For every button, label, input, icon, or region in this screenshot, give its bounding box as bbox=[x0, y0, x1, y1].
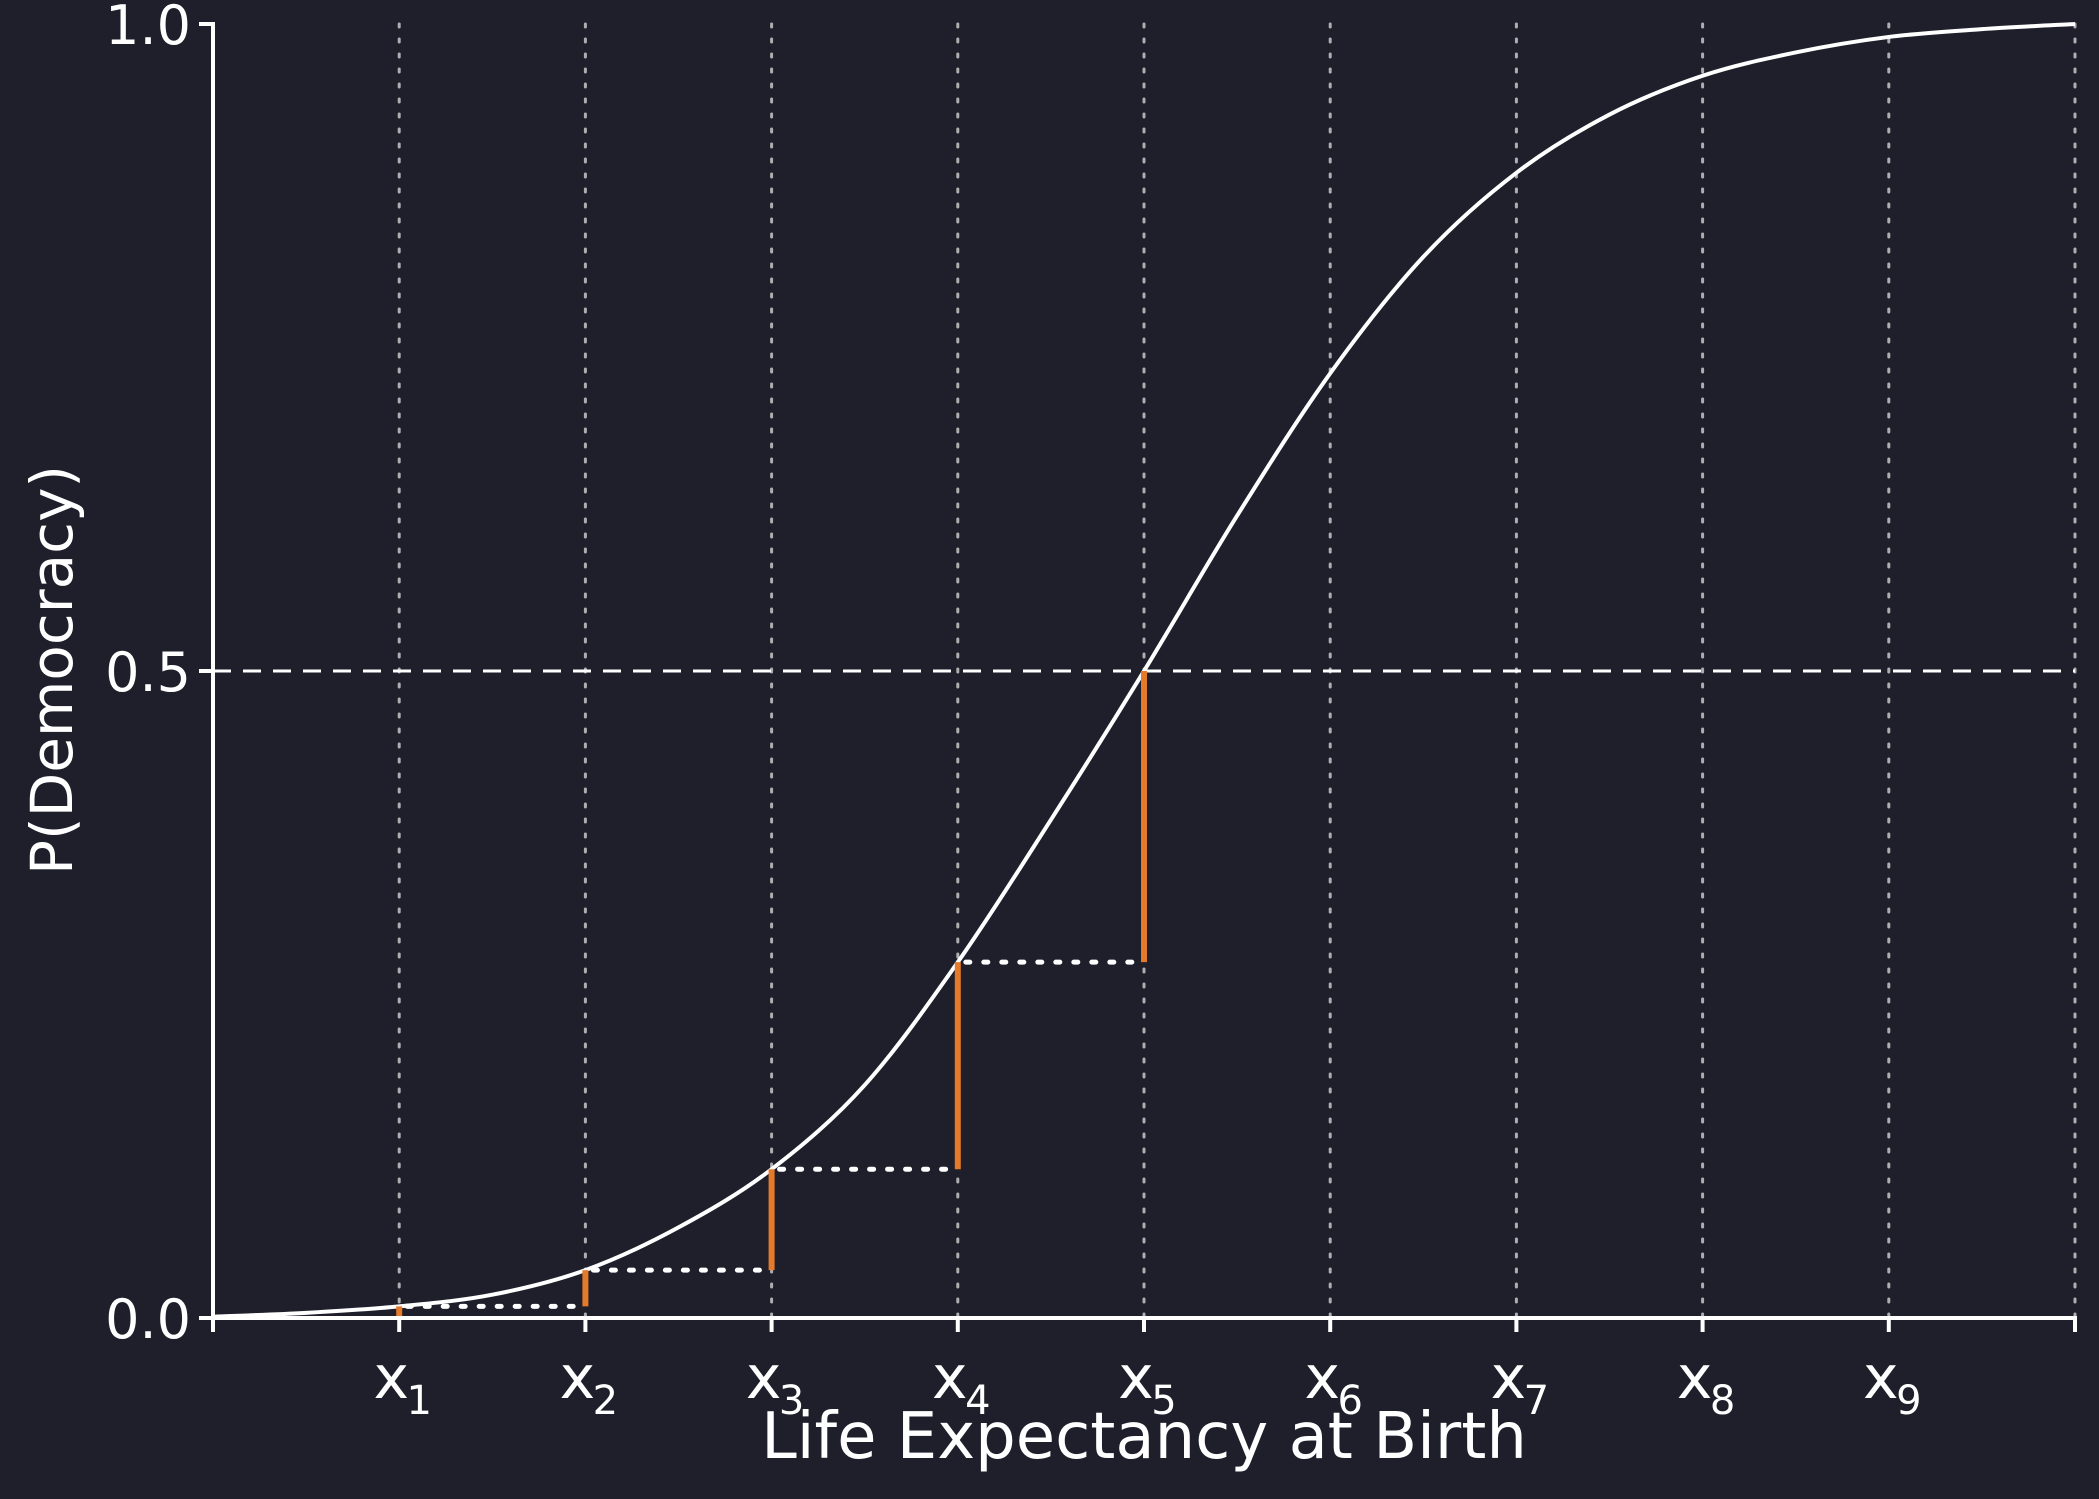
y-tick-label-1: 0.0 bbox=[105, 1288, 191, 1351]
y-axis-label: P(Democracy) bbox=[18, 465, 86, 875]
x-tick-label-7: x bbox=[1491, 1343, 1527, 1413]
x-tick-label-2: x bbox=[560, 1343, 596, 1413]
x-tick-label-8: x bbox=[1677, 1343, 1713, 1413]
x-tick-label-4: x bbox=[932, 1343, 968, 1413]
x-tick-label-3: x bbox=[746, 1343, 782, 1413]
axes bbox=[199, 22, 2077, 1332]
x-tick-label-9: x bbox=[1863, 1343, 1899, 1413]
y-tick-label-2: 0.5 bbox=[105, 641, 191, 704]
x-tick-subscript-6: 6 bbox=[1337, 1378, 1362, 1424]
x-tick-subscript-8: 8 bbox=[1710, 1378, 1735, 1424]
y-tick-labels: 0.0 0.5 1.0 bbox=[105, 0, 191, 1351]
x-tick-label-6: x bbox=[1304, 1343, 1340, 1413]
x-tick-subscript-7: 7 bbox=[1524, 1378, 1549, 1424]
x-tick-label-1: x bbox=[373, 1343, 409, 1413]
x-tick-subscript-9: 9 bbox=[1896, 1378, 1921, 1424]
x-tick-subscript-3: 3 bbox=[779, 1378, 804, 1424]
step-dotted-lines bbox=[404, 959, 1143, 1309]
x-tick-subscript-1: 1 bbox=[406, 1378, 431, 1424]
y-tick-label-3: 1.0 bbox=[105, 0, 191, 57]
x-tick-labels: x1 x2 x3 x4 x5 x6 x7 x8 x9 bbox=[373, 1343, 1921, 1424]
step-increments bbox=[396, 671, 1147, 1318]
x-tick-subscript-4: 4 bbox=[965, 1378, 990, 1424]
x-axis-label: Life Expectancy at Birth bbox=[761, 1400, 1527, 1474]
x-tick-subscript-5: 5 bbox=[1151, 1378, 1176, 1424]
x-tick-subscript-2: 2 bbox=[593, 1378, 618, 1424]
x-tick-label-5: x bbox=[1118, 1343, 1154, 1413]
